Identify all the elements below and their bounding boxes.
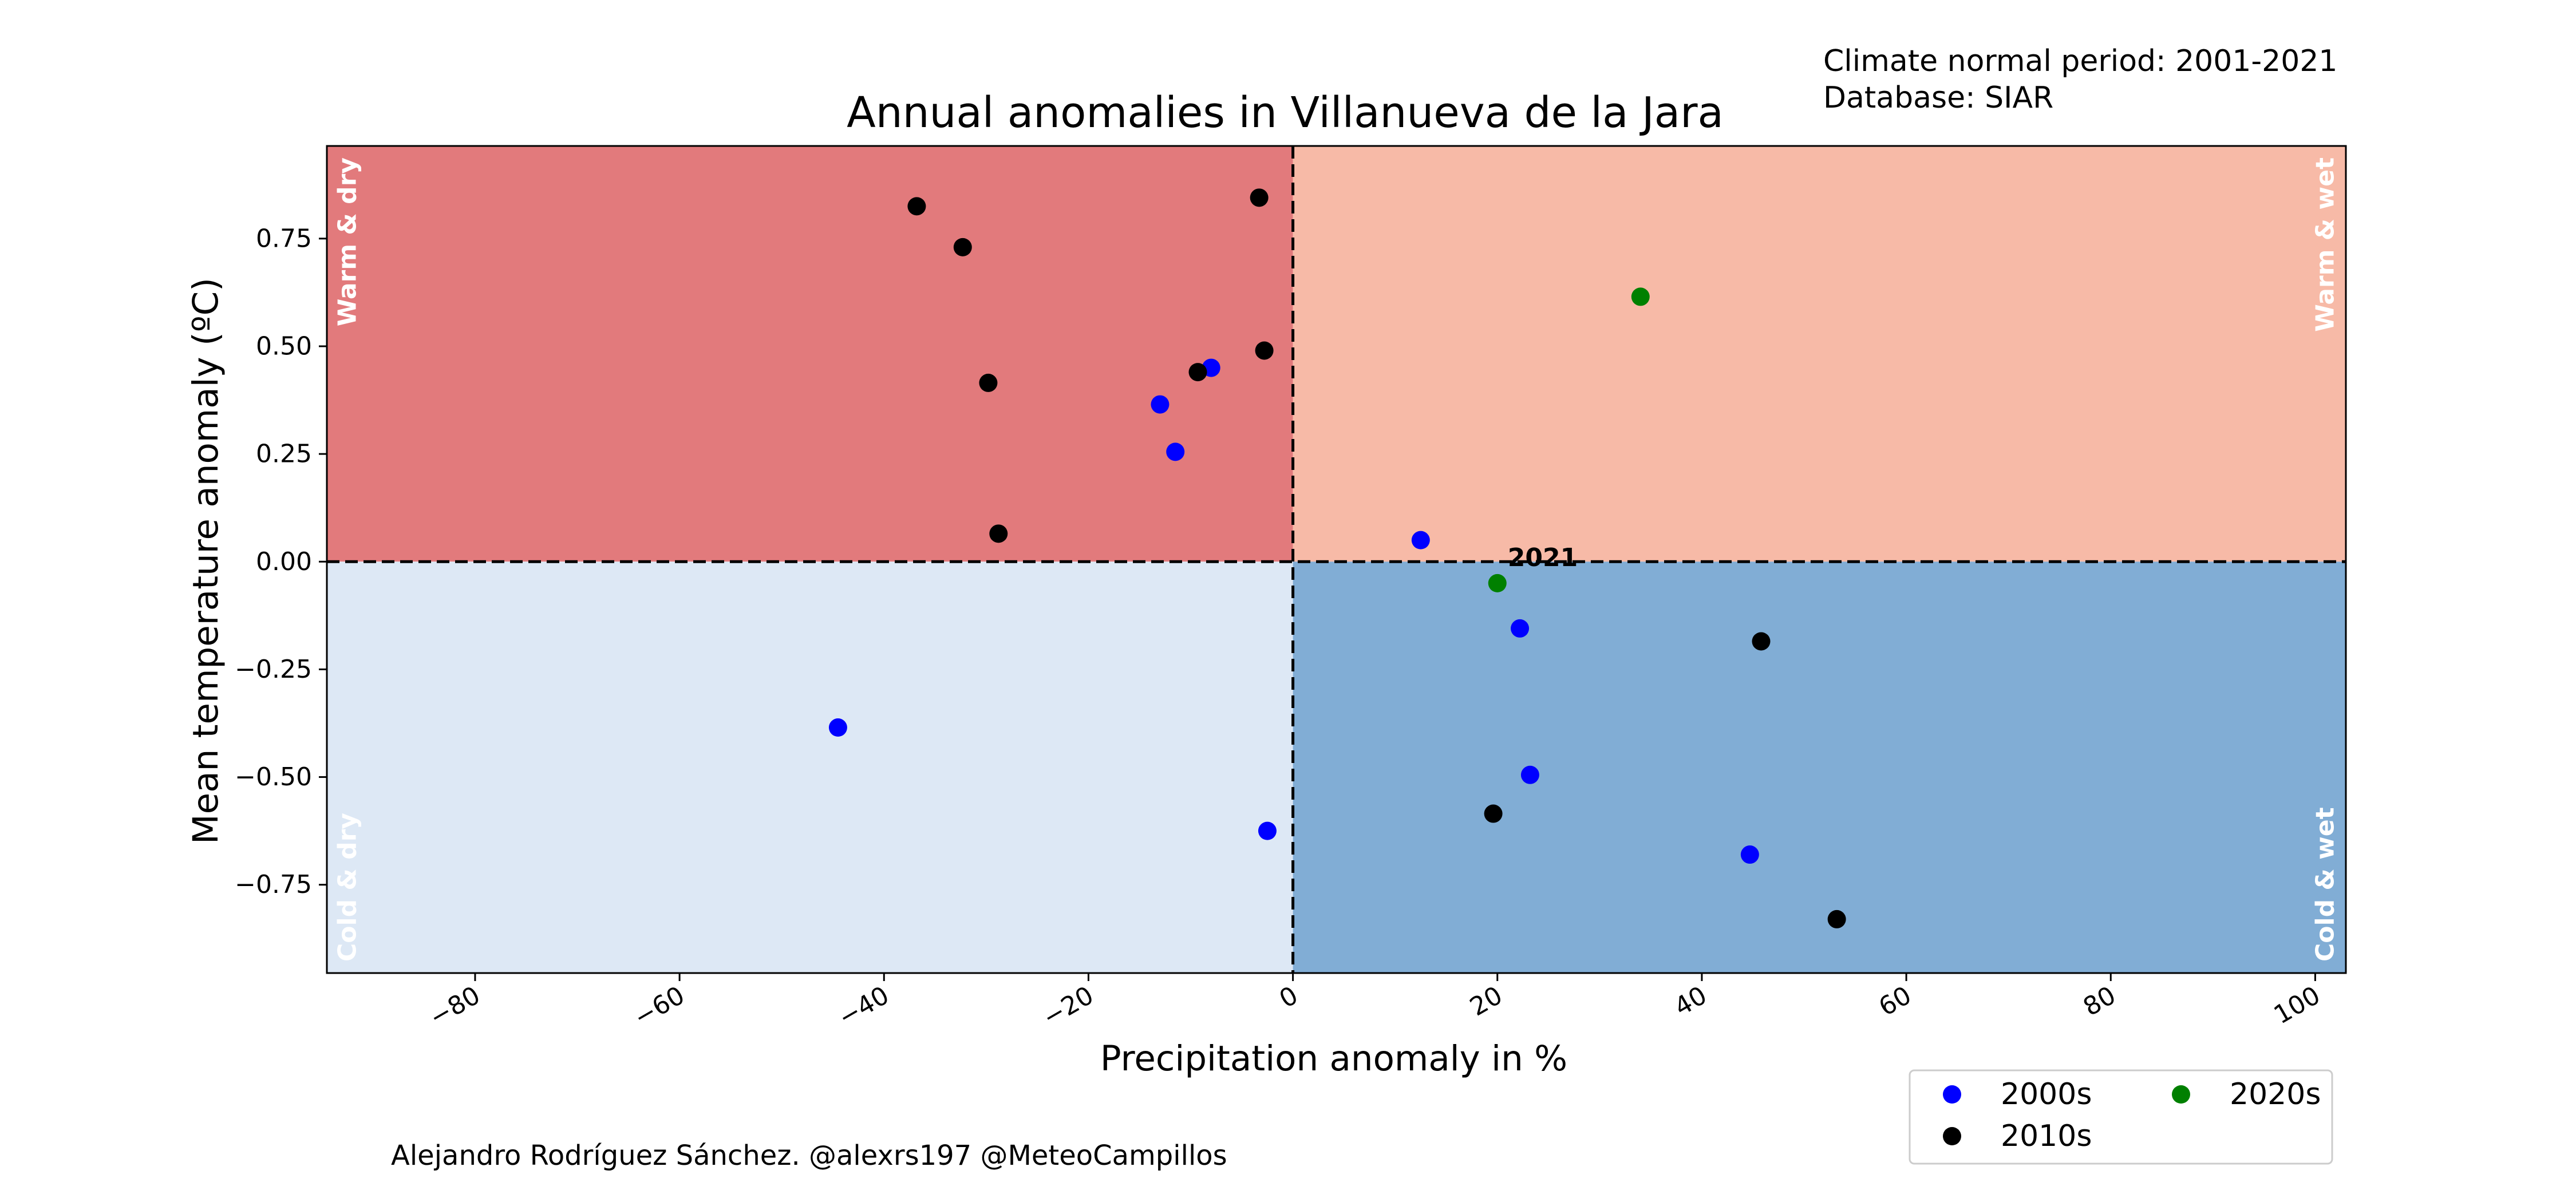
x-axis: −80 −60 −40 −20 0 20 40 60 80 100 [425,973,2325,1033]
point-2020s-1 [1631,287,1650,306]
chart-title: Annual anomalies in Villanueva de la Jar… [847,88,1724,137]
quadrant-label-4: Cold & wet [2311,807,2340,962]
point-2010s-1 [907,197,926,216]
legend: 2000s 2010s 2020s [1909,1069,2333,1165]
point-2020s-2 [1488,574,1507,592]
y-tick-label: −0.50 [235,762,312,792]
x-tick-label: 80 [2079,980,2121,1022]
x-tick-label: 20 [1465,980,1507,1022]
plot-frame [326,145,2347,974]
y-tick-label: −0.25 [235,655,312,684]
legend-label-2000s: 2000s [2001,1077,2092,1112]
x-tick-label: −40 [833,980,894,1033]
legend-label-2010s: 2010s [2001,1119,2092,1153]
point-2000s-3 [1166,442,1185,461]
x-tick-label: 40 [1669,980,1712,1022]
x-tick-label: −60 [629,980,690,1033]
point-2010s-2 [953,238,972,256]
quadrant-labels: Warm & dry Warm & wet Cold & dry Cold & wet [333,157,2340,962]
point-2000s-7 [1511,619,1530,638]
normal-period-note: Climate normal period: 2001-2021 [1823,44,2338,78]
x-axis-label: Precipitation anomaly in % [1100,1038,1567,1079]
legend-label-2020s: 2020s [2230,1077,2321,1112]
point-2010s-8 [1484,804,1503,823]
legend-marker-2010s [1943,1127,1961,1145]
quadrant-label-2: Warm & wet [2311,157,2340,332]
y-tick-label: −0.75 [235,870,312,899]
x-tick-label: −80 [425,980,485,1033]
credits-text: Alejandro Rodríguez Sánchez. @alexrs197 … [391,1140,1227,1172]
y-tick-label: 0.50 [256,331,312,361]
point-2010s-9 [1752,632,1771,651]
quadrant-1 [327,146,1293,562]
y-tick-label: 0.75 [256,224,312,253]
quadrant-3 [327,562,1293,973]
annotations: 2021 [1508,543,1578,572]
quadrant-2 [1293,146,2346,562]
legend-marker-2000s [1943,1085,1961,1104]
annotation-1: 2021 [1508,543,1578,572]
point-2000s-5 [1258,821,1277,840]
x-tick-label: −20 [1038,980,1099,1033]
y-axis-label: Mean temperature anomaly (ºC) [185,278,226,844]
point-2000s-2 [1151,395,1170,414]
point-2010s-7 [1255,341,1274,360]
point-2010s-3 [979,373,998,392]
point-2000s-6 [1411,531,1430,549]
x-tick-label: 0 [1274,980,1303,1014]
point-2010s-10 [1827,910,1846,928]
quadrant-label-1: Warm & dry [333,157,362,326]
x-tick-label: 60 [1874,980,1917,1022]
x-tick-label: 100 [2269,980,2325,1030]
reference-lines [327,146,2346,973]
quadrant-label-3: Cold & dry [333,813,362,962]
quadrant-backgrounds [327,146,2346,973]
quadrant-4 [1293,562,2346,973]
point-2010s-4 [989,524,1008,543]
data-points [828,188,1846,928]
point-2000s-1 [828,718,847,737]
y-axis: −0.75 −0.50 −0.25 0.00 0.25 0.50 0.75 [235,224,327,899]
database-note: Database: SIAR [1823,81,2053,115]
point-2010s-5 [1188,363,1207,382]
legend-frame [1909,1069,2333,1165]
legend-marker-2020s [2172,1085,2190,1104]
y-tick-label: 0.25 [256,440,312,469]
point-2010s-6 [1250,188,1269,207]
point-2000s-8 [1520,765,1539,784]
y-tick-label: 0.00 [256,547,312,576]
point-2000s-9 [1740,845,1759,864]
